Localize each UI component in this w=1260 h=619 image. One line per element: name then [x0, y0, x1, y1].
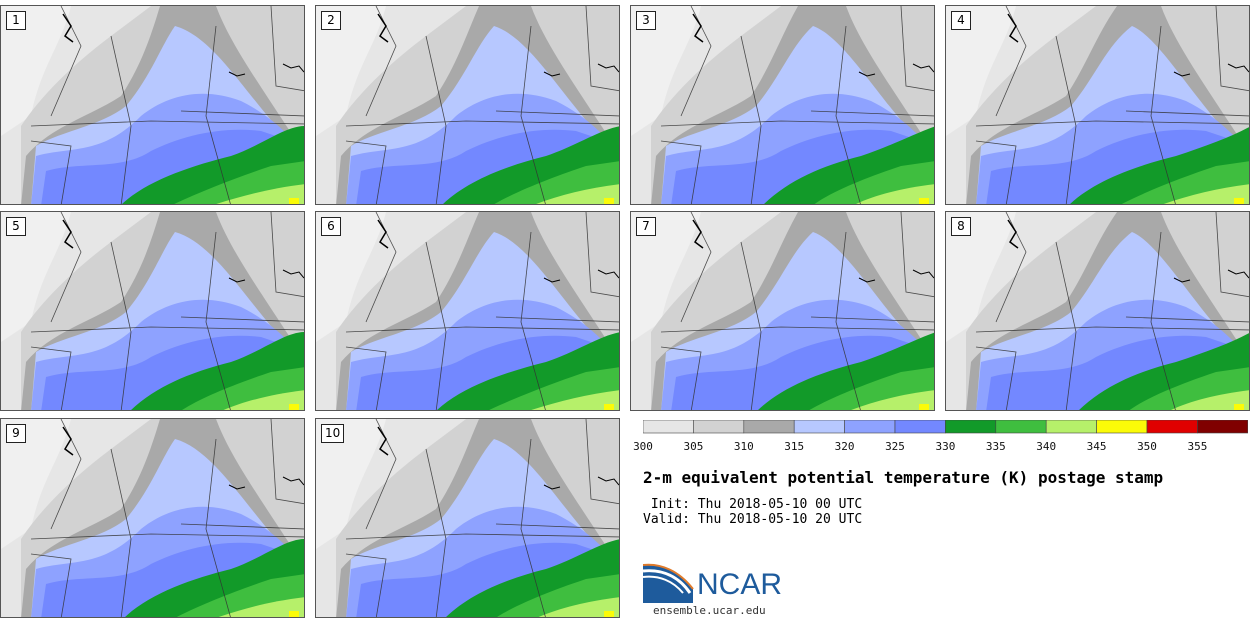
- theta-e-map: [631, 6, 934, 204]
- colorbar-swatch: [945, 420, 997, 434]
- colorbar-swatch: [894, 420, 946, 434]
- member-number: 5: [6, 217, 26, 236]
- member-number: 1: [6, 11, 26, 30]
- ensemble-member-panel: 1: [0, 5, 305, 205]
- ensemble-member-panel: 2: [315, 5, 620, 205]
- theta-e-map: [316, 6, 619, 204]
- member-number: 7: [636, 217, 656, 236]
- ensemble-member-panel: 6: [315, 211, 620, 411]
- member-number: 3: [636, 11, 656, 30]
- member-number: 8: [951, 217, 971, 236]
- site-url: ensemble.ucar.edu: [653, 604, 766, 617]
- colorbar-swatch: [643, 420, 694, 434]
- colorbar-swatch: [1096, 420, 1148, 434]
- colorbar-swatch: [995, 420, 1047, 434]
- member-number: 6: [321, 217, 341, 236]
- theta-e-map: [631, 212, 934, 410]
- colorbar-swatch: [743, 420, 795, 434]
- ensemble-member-panel: 10: [315, 418, 620, 618]
- theta-e-map: [1, 6, 304, 204]
- theta-e-map: [316, 419, 619, 617]
- figure-title: 2-m equivalent potential temperature (K)…: [643, 468, 1164, 487]
- init-time: Init: Thu 2018-05-10 00 UTC: [643, 497, 863, 512]
- colorbar-tick-label: 320: [834, 440, 855, 453]
- colorbar-tick-label: 310: [733, 440, 754, 453]
- ncar-logo-icon: [643, 563, 694, 603]
- colorbar-tick-label: 325: [885, 440, 905, 453]
- colorbar-swatch: [844, 420, 896, 434]
- colorbar-tick-label: 315: [784, 440, 805, 453]
- theta-e-map: [946, 6, 1249, 204]
- colorbar-swatch: [1146, 420, 1198, 434]
- colorbar-swatch: [1197, 420, 1248, 434]
- valid-time: Valid: Thu 2018-05-10 20 UTC: [643, 512, 863, 527]
- colorbar-tick-label: 345: [1086, 440, 1107, 453]
- ensemble-member-panel: 4: [945, 5, 1250, 205]
- colorbar-tick-label: 305: [683, 440, 704, 453]
- colorbar-tick-label: 335: [985, 440, 1006, 453]
- ensemble-member-panel: 8: [945, 211, 1250, 411]
- member-number: 10: [321, 424, 345, 443]
- ensemble-member-panel: 3: [630, 5, 935, 205]
- ensemble-member-panel: 5: [0, 211, 305, 411]
- colorbar-tick-label: 355: [1187, 440, 1208, 453]
- logo-text: NCAR: [697, 568, 783, 601]
- ensemble-member-panel: 9: [0, 418, 305, 618]
- theta-e-map: [946, 212, 1249, 410]
- theta-e-map: [316, 212, 619, 410]
- member-number: 4: [951, 11, 971, 30]
- member-number: 9: [6, 424, 26, 443]
- colorbar-swatch: [793, 420, 845, 434]
- colorbar-tick-label: 330: [935, 440, 956, 453]
- theta-e-map: [1, 419, 304, 617]
- member-number: 2: [321, 11, 341, 30]
- colorbar-swatch: [693, 420, 745, 434]
- colorbar-tick-label: 300: [633, 440, 653, 453]
- ensemble-member-panel: 7: [630, 211, 935, 411]
- colorbar-tick-label: 350: [1137, 440, 1157, 453]
- colorbar-tick-label: 340: [1036, 440, 1057, 453]
- colorbar: [643, 420, 1248, 434]
- theta-e-map: [1, 212, 304, 410]
- colorbar-swatch: [1045, 420, 1097, 434]
